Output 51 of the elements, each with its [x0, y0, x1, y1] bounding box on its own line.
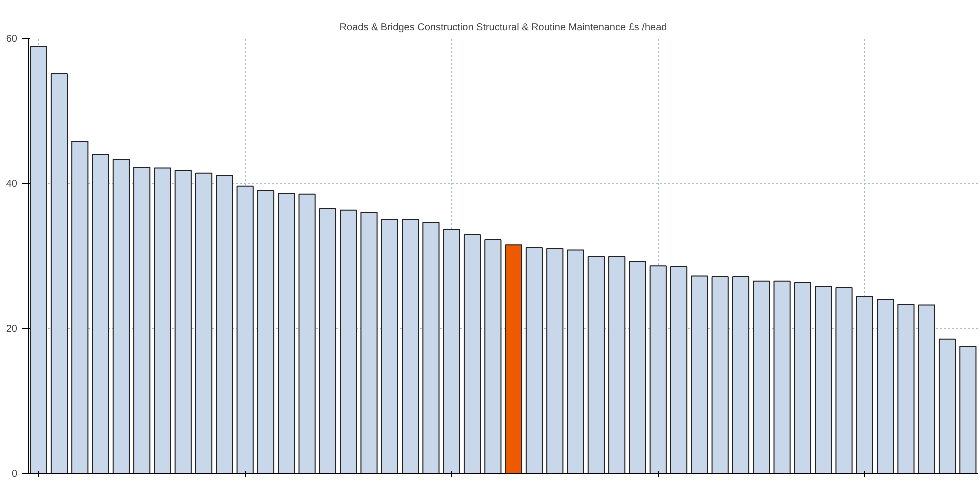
y-tick-label: 0: [12, 469, 18, 480]
bar: [443, 229, 460, 474]
bar: [195, 172, 213, 474]
bar: [50, 74, 68, 474]
bar: [319, 208, 337, 474]
bar: [154, 168, 172, 474]
bar: [670, 266, 688, 474]
bar: [174, 170, 192, 474]
bar: [92, 154, 110, 474]
bar: [774, 280, 791, 474]
bar: [588, 256, 605, 474]
bar: [918, 304, 936, 474]
bar: [836, 287, 853, 474]
bar: [112, 159, 130, 474]
y-tick-label: 20: [6, 324, 18, 335]
bar: [402, 219, 420, 474]
bar: [278, 193, 296, 474]
bar: [608, 256, 626, 474]
bar: [360, 212, 378, 474]
bar: [794, 282, 812, 474]
bar: [938, 338, 956, 474]
bar: [340, 210, 358, 474]
bar: [546, 248, 564, 474]
bar: [567, 250, 584, 474]
bar: [856, 296, 874, 474]
bar: [960, 346, 977, 474]
bar: [712, 276, 729, 474]
bar: [298, 194, 316, 474]
bar: [526, 248, 544, 474]
bar: [422, 222, 440, 474]
bar: [629, 261, 646, 474]
bar: [134, 167, 151, 474]
bar: [381, 219, 398, 474]
bar: [753, 280, 770, 474]
bar: [505, 244, 522, 474]
bar: [691, 276, 708, 474]
bar: [257, 190, 275, 474]
bar: [30, 46, 48, 474]
bar: [216, 175, 234, 474]
bar: [877, 299, 894, 474]
y-tick-label: 60: [6, 34, 18, 45]
bar: [898, 304, 915, 474]
bar: [464, 234, 482, 474]
bar: [815, 286, 832, 474]
bar: [484, 240, 502, 474]
bar: [236, 186, 254, 474]
chart-title: Roads & Bridges Construction Structural & Routine Maintenance £s /head: [340, 22, 668, 34]
bar: [650, 266, 667, 474]
bar: [72, 140, 89, 474]
y-tick-label: 40: [6, 179, 18, 190]
bar: [732, 276, 750, 474]
